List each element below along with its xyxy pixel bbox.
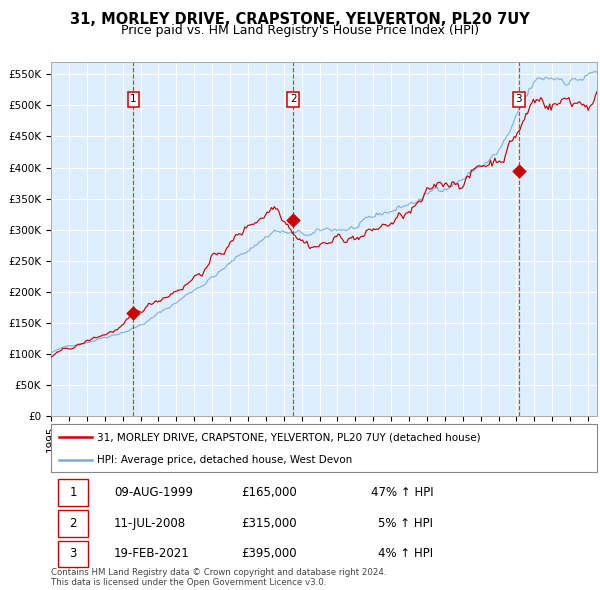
FancyBboxPatch shape	[58, 510, 88, 537]
Text: 1: 1	[70, 486, 77, 499]
Text: £315,000: £315,000	[241, 517, 297, 530]
Text: 1: 1	[130, 94, 137, 104]
Text: 5% ↑ HPI: 5% ↑ HPI	[378, 517, 433, 530]
Text: 31, MORLEY DRIVE, CRAPSTONE, YELVERTON, PL20 7UY (detached house): 31, MORLEY DRIVE, CRAPSTONE, YELVERTON, …	[97, 432, 481, 442]
Point	[128, 309, 138, 318]
Text: 3: 3	[515, 94, 522, 104]
FancyBboxPatch shape	[58, 540, 88, 568]
Text: 2: 2	[290, 94, 296, 104]
Text: 31, MORLEY DRIVE, CRAPSTONE, YELVERTON, PL20 7UY: 31, MORLEY DRIVE, CRAPSTONE, YELVERTON, …	[70, 12, 530, 27]
Text: 3: 3	[70, 548, 77, 560]
Text: Price paid vs. HM Land Registry's House Price Index (HPI): Price paid vs. HM Land Registry's House …	[121, 24, 479, 37]
Text: 4% ↑ HPI: 4% ↑ HPI	[378, 548, 433, 560]
Text: 09-AUG-1999: 09-AUG-1999	[114, 486, 193, 499]
Text: 11-JUL-2008: 11-JUL-2008	[114, 517, 186, 530]
Text: HPI: Average price, detached house, West Devon: HPI: Average price, detached house, West…	[97, 455, 353, 465]
Text: £165,000: £165,000	[241, 486, 297, 499]
Text: 19-FEB-2021: 19-FEB-2021	[114, 548, 190, 560]
Text: Contains HM Land Registry data © Crown copyright and database right 2024.
This d: Contains HM Land Registry data © Crown c…	[51, 568, 386, 587]
Point	[514, 166, 524, 175]
Text: 2: 2	[70, 517, 77, 530]
Point	[289, 215, 298, 225]
FancyBboxPatch shape	[51, 424, 597, 472]
Text: 47% ↑ HPI: 47% ↑ HPI	[371, 486, 433, 499]
Text: £395,000: £395,000	[241, 548, 297, 560]
FancyBboxPatch shape	[58, 479, 88, 506]
